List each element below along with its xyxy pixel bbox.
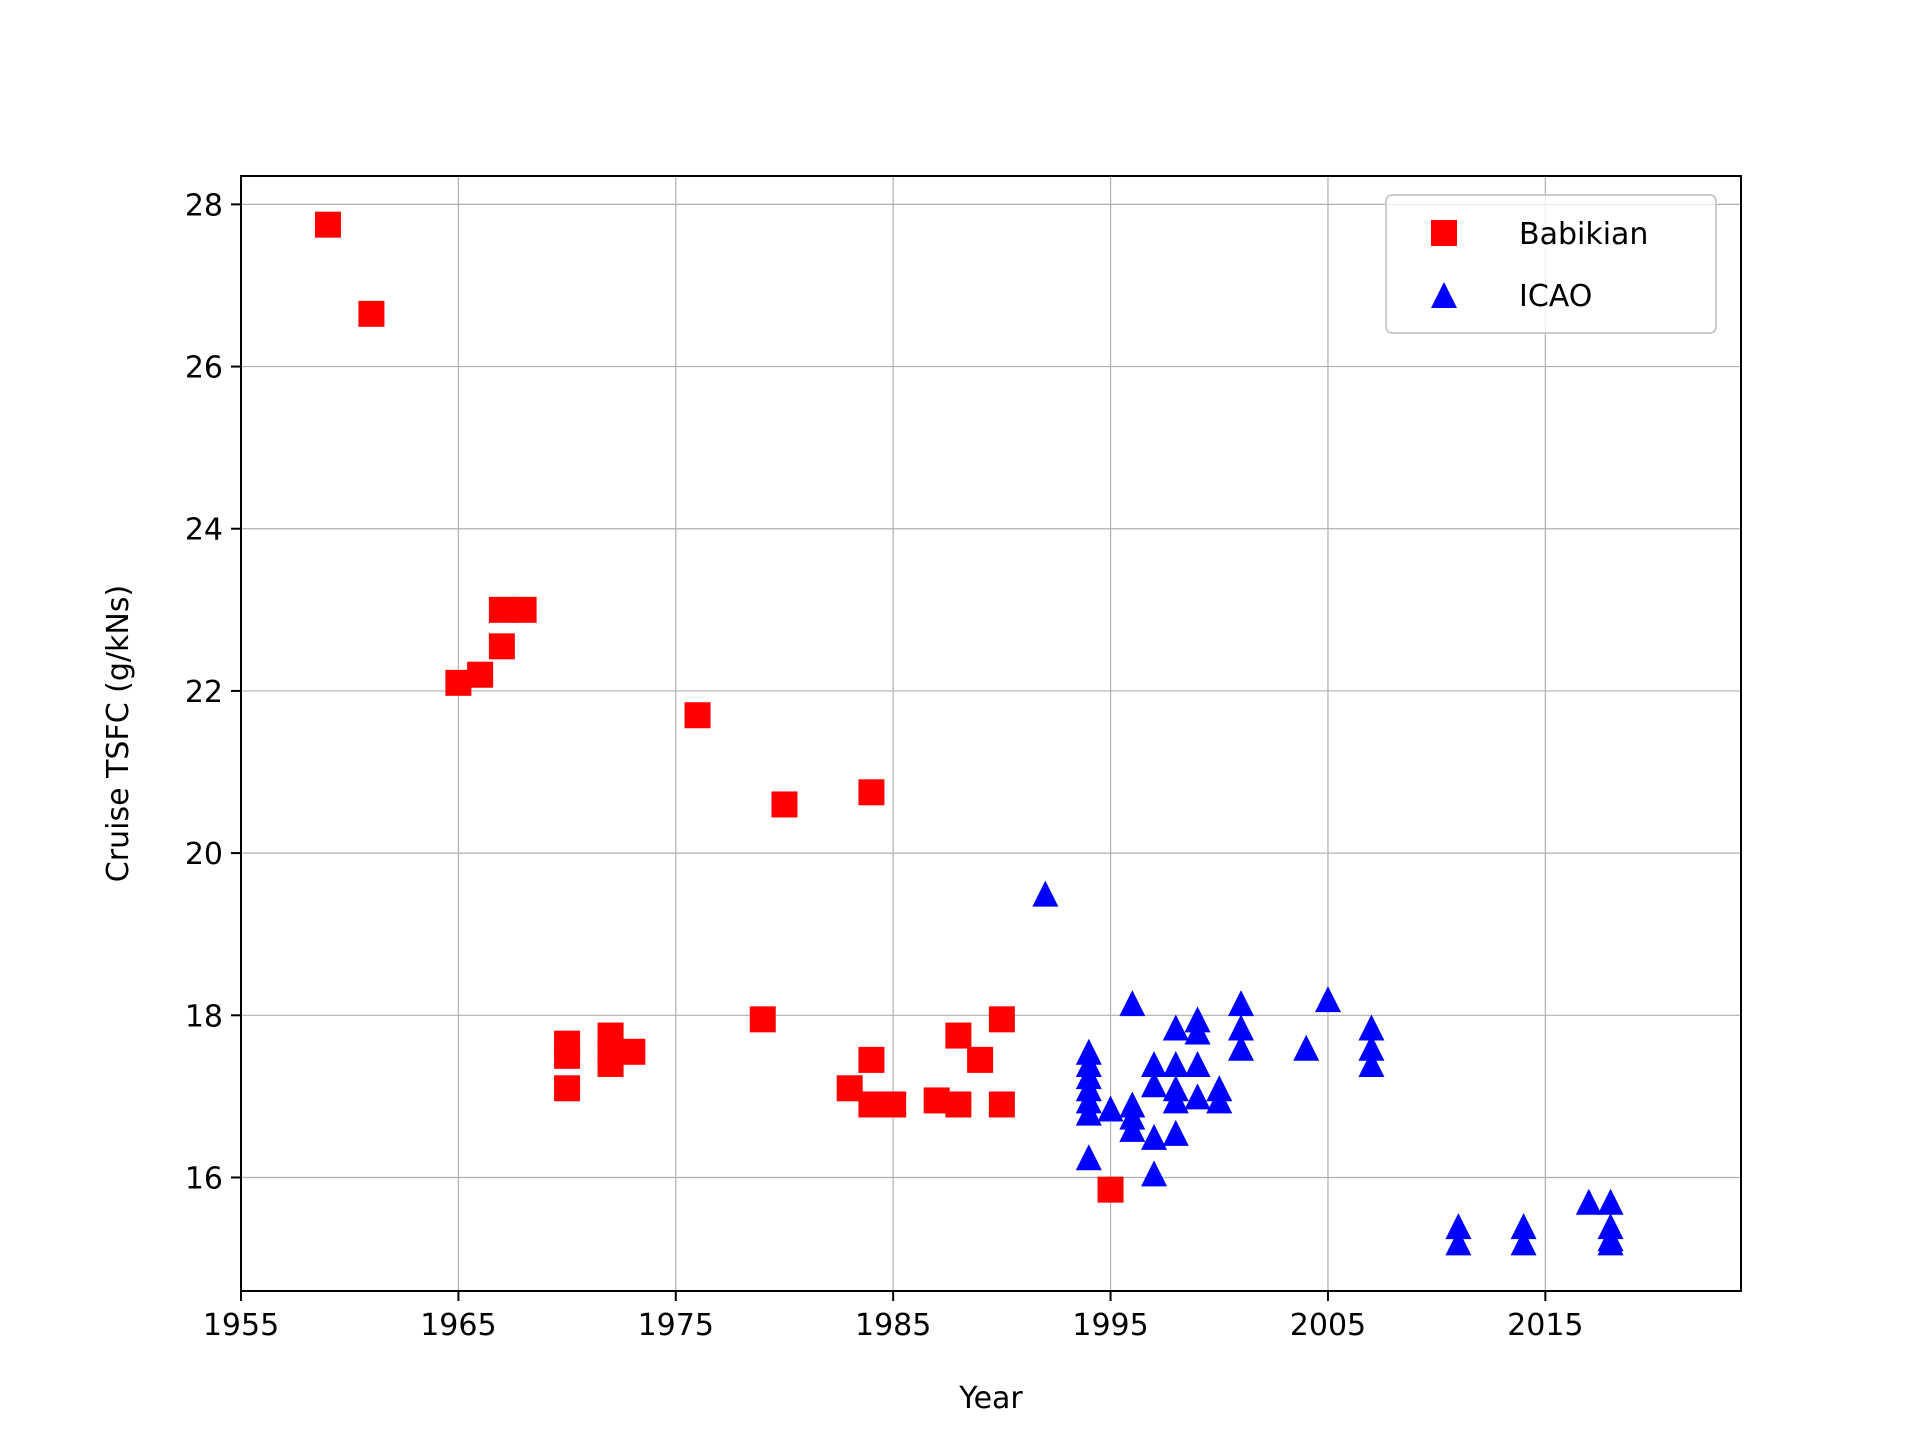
data-point-triangle — [1075, 1144, 1102, 1171]
data-point-triangle — [1097, 1095, 1124, 1122]
data-point-square — [597, 1050, 624, 1077]
data-point-triangle — [1141, 1050, 1168, 1077]
data-point-triangle — [1184, 1050, 1211, 1077]
data-point-triangle — [1358, 1034, 1385, 1061]
data-point-triangle — [1358, 1050, 1385, 1077]
axis-ticks: 1955 1965 1975 1985 1995 2005 2015 16 18 20 22 24 26… — [185, 188, 1584, 1343]
data-point-triangle — [1162, 1087, 1189, 1114]
x-tick-label: 1985 — [855, 1308, 931, 1343]
data-point-square — [988, 1006, 1015, 1033]
data-point-triangle — [1184, 1083, 1211, 1110]
data-point-square — [554, 1075, 581, 1102]
data-point-square — [554, 1042, 581, 1069]
data-point-triangle — [1184, 1018, 1211, 1045]
legend-label-babikian: Babikian — [1519, 217, 1648, 252]
x-tick-label: 1975 — [638, 1308, 714, 1343]
data-point-triangle — [1228, 990, 1254, 1017]
x-tick-label: 1965 — [420, 1308, 496, 1343]
series-icao — [1032, 880, 1624, 1256]
data-point-square — [467, 661, 494, 688]
data-point-triangle — [1141, 1071, 1168, 1098]
data-point-triangle — [1141, 1123, 1168, 1150]
legend-marker-babikian — [1431, 220, 1457, 246]
data-points — [314, 211, 1624, 1256]
data-point-triangle — [1228, 1014, 1254, 1041]
data-point-square — [967, 1046, 994, 1073]
x-tick-label: 1955 — [203, 1308, 279, 1343]
data-point-square — [923, 1087, 950, 1114]
data-point-triangle — [1314, 986, 1341, 1013]
y-tick-label: 16 — [185, 1161, 223, 1196]
x-axis-label: Year — [958, 1381, 1023, 1416]
y-tick-label: 26 — [185, 351, 223, 386]
data-point-square — [771, 791, 798, 818]
legend-label-icao: ICAO — [1519, 279, 1592, 314]
plot-frame — [240, 175, 1742, 1292]
data-point-triangle — [1119, 990, 1146, 1017]
data-point-square — [749, 1006, 776, 1033]
data-point-triangle — [1293, 1034, 1320, 1061]
data-point-triangle — [1162, 1119, 1189, 1146]
data-point-triangle — [1575, 1188, 1602, 1215]
data-point-triangle — [1445, 1213, 1472, 1240]
y-tick-label: 20 — [185, 837, 223, 872]
data-point-triangle — [1510, 1229, 1537, 1256]
data-point-triangle — [1141, 1160, 1168, 1187]
data-point-triangle — [1597, 1188, 1624, 1215]
data-point-square — [684, 702, 711, 729]
data-point-square — [945, 1091, 972, 1118]
y-tick-label: 18 — [185, 999, 223, 1034]
data-point-triangle — [1597, 1229, 1624, 1256]
y-tick-label: 24 — [185, 513, 223, 548]
data-point-square — [358, 300, 385, 327]
data-point-square — [858, 779, 885, 806]
x-tick-label: 2015 — [1507, 1308, 1583, 1343]
x-tick-label: 2005 — [1290, 1308, 1366, 1343]
data-point-square — [488, 596, 515, 623]
data-point-square — [988, 1091, 1015, 1118]
data-point-triangle — [1119, 1115, 1146, 1142]
data-point-square — [880, 1091, 907, 1118]
data-point-triangle — [1445, 1229, 1472, 1256]
y-tick-label: 22 — [185, 675, 223, 710]
data-point-triangle — [1032, 880, 1059, 907]
data-point-square — [510, 596, 537, 623]
data-point-triangle — [1206, 1087, 1233, 1114]
legend-marker-icao — [1431, 282, 1457, 308]
data-point-square — [619, 1038, 646, 1065]
data-point-square — [314, 211, 341, 238]
x-tick-label: 1995 — [1072, 1308, 1148, 1343]
data-point-triangle — [1510, 1213, 1537, 1240]
series-babikian — [314, 211, 1124, 1203]
data-point-triangle — [1162, 1014, 1189, 1041]
data-point-triangle — [1075, 1099, 1102, 1126]
data-point-square — [945, 1022, 972, 1049]
legend-box — [1385, 194, 1717, 334]
data-point-triangle — [1228, 1034, 1254, 1061]
grid-lines — [240, 176, 1741, 1291]
data-point-triangle — [1358, 1014, 1385, 1041]
y-axis-label: Cruise TSFC (g/kNs) — [101, 585, 136, 882]
data-point-triangle — [1162, 1050, 1189, 1077]
legend: Babikian ICAO — [1385, 194, 1717, 334]
data-point-square — [858, 1046, 885, 1073]
data-point-square — [836, 1075, 863, 1102]
y-tick-label: 28 — [185, 188, 223, 223]
data-point-square — [858, 1091, 885, 1118]
data-point-square — [445, 669, 472, 696]
data-point-square — [1097, 1176, 1124, 1203]
data-point-square — [488, 633, 515, 660]
